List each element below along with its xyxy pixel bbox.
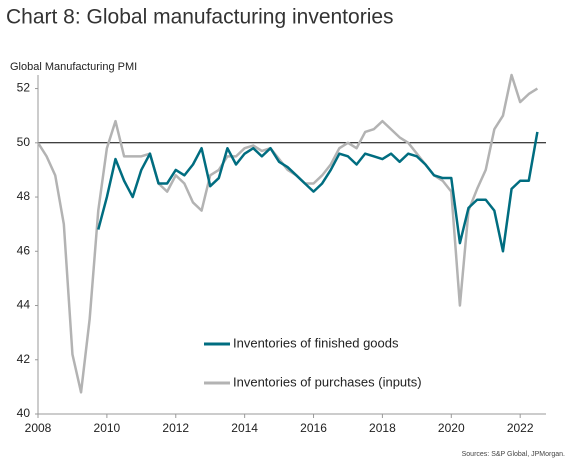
x-tick-label: 2014 — [231, 421, 258, 435]
source: Sources: S&P Global, JPMorgan. — [462, 451, 565, 458]
x-tick-label: 2016 — [300, 421, 327, 435]
x-tick-label: 2008 — [25, 421, 52, 435]
series-line — [36, 73, 539, 394]
y-axis-label: Global Manufacturing PMI — [10, 61, 137, 73]
y-tick-label: 52 — [17, 81, 31, 95]
series-line — [97, 131, 539, 253]
y-tick-label: 42 — [17, 352, 31, 366]
x-tick-label: 2018 — [369, 421, 396, 435]
y-tick-label: 46 — [17, 243, 31, 257]
y-tick-label: 50 — [17, 135, 31, 149]
x-tick-label: 2012 — [162, 421, 189, 435]
chart-title: Chart 8: Global manufacturing inventorie… — [6, 6, 394, 29]
legend-label: Inventories of finished goods — [233, 335, 399, 350]
y-tick-label: 48 — [17, 189, 31, 203]
y-tick-label: 44 — [17, 298, 31, 312]
x-tick-label: 2010 — [94, 421, 121, 435]
legend-label: Inventories of purchases (inputs) — [233, 374, 422, 389]
x-tick-label: 2022 — [507, 421, 534, 435]
y-tick-label: 40 — [17, 406, 31, 420]
x-tick-label: 2020 — [438, 421, 465, 435]
